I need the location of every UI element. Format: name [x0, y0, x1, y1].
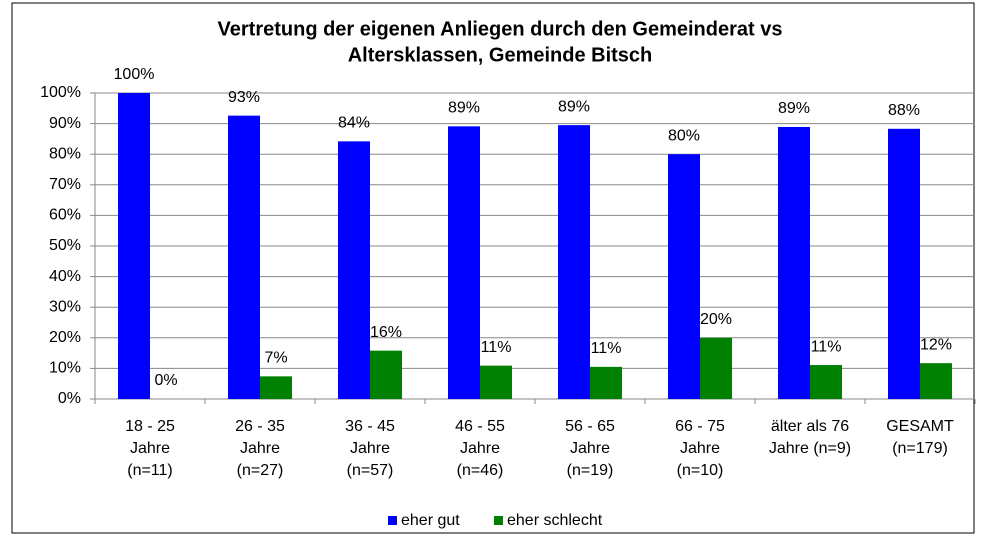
y-tick-label: 40% — [49, 268, 81, 285]
x-tick-label: (n=46) — [457, 462, 504, 479]
x-tick-label: Jahre — [570, 440, 610, 457]
legend-label: eher schlecht — [507, 512, 603, 529]
x-tick-label: 46 - 55 — [455, 418, 505, 435]
bar — [558, 125, 590, 399]
value-label: 100% — [114, 66, 155, 83]
value-label: 93% — [228, 89, 260, 106]
value-label: 89% — [558, 98, 590, 115]
chart-frame — [11, 2, 975, 534]
bar — [228, 115, 260, 400]
y-tick-label: 0% — [58, 390, 81, 407]
x-tick-label: Jahre — [240, 440, 280, 457]
bar — [888, 128, 920, 399]
x-tick-label: Jahre — [460, 440, 500, 457]
y-tick-label: 30% — [49, 298, 81, 315]
x-tick-label: (n=179) — [892, 440, 948, 457]
x-tick-label: Jahre — [680, 440, 720, 457]
value-label: 0% — [154, 372, 177, 389]
value-label: 80% — [668, 127, 700, 144]
bar — [338, 141, 370, 399]
value-label: 16% — [370, 324, 402, 341]
x-tick-label: 36 - 45 — [345, 418, 395, 435]
legend-swatch — [388, 516, 397, 525]
x-tick-label: 18 - 25 — [125, 418, 175, 435]
x-tick-label: (n=27) — [237, 462, 284, 479]
y-tick-label: 50% — [49, 237, 81, 254]
legend-swatch — [494, 516, 503, 525]
value-label: 11% — [811, 338, 842, 355]
x-tick-label: 56 - 65 — [565, 418, 615, 435]
x-tick-label: (n=19) — [567, 462, 614, 479]
x-tick-label: (n=11) — [127, 462, 173, 479]
x-tick-label: 66 - 75 — [675, 418, 725, 435]
x-tick-label: Jahre (n=9) — [769, 440, 851, 457]
value-label: 89% — [448, 100, 480, 117]
bar — [700, 337, 732, 399]
value-label: 89% — [778, 100, 810, 117]
bar — [920, 363, 952, 399]
x-tick-label: Jahre — [130, 440, 170, 457]
x-tick-label: älter als 76 — [771, 418, 849, 435]
bar — [778, 126, 810, 399]
bar — [260, 376, 292, 399]
bar — [810, 365, 842, 399]
y-tick-label: 20% — [49, 329, 81, 346]
chart-title: Altersklassen, Gemeinde Bitsch — [348, 44, 653, 66]
x-tick-label: Jahre — [350, 440, 390, 457]
y-tick-label: 80% — [49, 145, 81, 162]
y-tick-label: 10% — [49, 360, 81, 377]
x-tick-label: (n=10) — [677, 462, 724, 479]
bar — [668, 154, 700, 399]
bar — [448, 126, 480, 399]
value-label: 84% — [338, 115, 370, 132]
legend-label: eher gut — [401, 512, 460, 529]
x-tick-label: GESAMT — [886, 418, 954, 435]
value-label: 12% — [920, 336, 952, 353]
bar — [590, 366, 622, 399]
x-tick-label: (n=57) — [347, 462, 394, 479]
bar — [370, 350, 402, 399]
y-tick-label: 90% — [49, 115, 81, 132]
value-label: 11% — [591, 340, 622, 357]
y-tick-label: 100% — [40, 84, 81, 101]
value-label: 20% — [700, 311, 732, 328]
y-tick-label: 60% — [49, 207, 81, 224]
x-tick-label: 26 - 35 — [235, 418, 285, 435]
value-label: 7% — [264, 350, 287, 367]
chart-title: Vertretung der eigenen Anliegen durch de… — [218, 18, 783, 40]
bar — [118, 93, 150, 399]
value-label: 11% — [481, 339, 512, 356]
value-label: 88% — [888, 102, 920, 119]
y-tick-label: 70% — [49, 176, 81, 193]
bar — [480, 365, 512, 399]
